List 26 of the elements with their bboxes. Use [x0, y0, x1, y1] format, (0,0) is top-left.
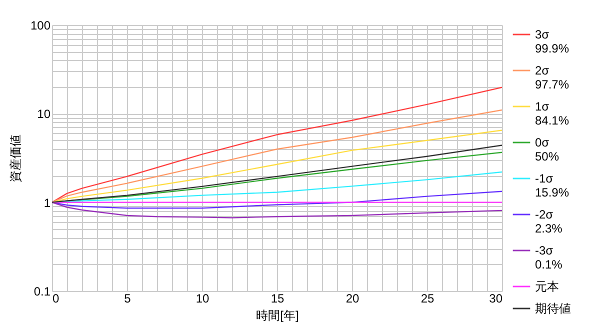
x-tick-label: 20 — [346, 292, 360, 306]
y-axis-title: 資産価値 — [8, 134, 22, 182]
legend-label: -2σ 2.3% — [535, 208, 563, 236]
line-series — [52, 202, 502, 218]
x-tick-label: 5 — [124, 292, 132, 306]
legend-label: 元本 — [535, 280, 559, 294]
legend-label: 0σ 50% — [535, 136, 560, 164]
legend-label: -3σ 0.1% — [535, 244, 563, 272]
x-tick-label: 10 — [196, 292, 210, 306]
line-series — [52, 109, 502, 203]
legend-label: 3σ 99.9% — [535, 28, 570, 56]
line-series — [52, 130, 502, 203]
x-axis-title: 時間[年] — [256, 308, 299, 322]
x-tick-label: 25 — [420, 292, 434, 306]
y-tick-label: 100 — [30, 18, 51, 32]
y-tick-label: 10 — [37, 107, 51, 122]
x-tick-label: 0 — [52, 292, 60, 306]
legend-label: 1σ 84.1% — [535, 100, 570, 128]
legend-label: -1σ 15.9% — [535, 172, 570, 200]
legend-label: 2σ 97.7% — [535, 64, 570, 92]
x-tick-label: 15 — [270, 292, 284, 306]
line-series — [52, 86, 502, 203]
y-tick-label: 1 — [44, 196, 51, 210]
x-tick-label: 30 — [489, 292, 503, 306]
y-tick-label: 0.1 — [34, 284, 51, 298]
legend-label: 期待値 — [535, 302, 571, 316]
